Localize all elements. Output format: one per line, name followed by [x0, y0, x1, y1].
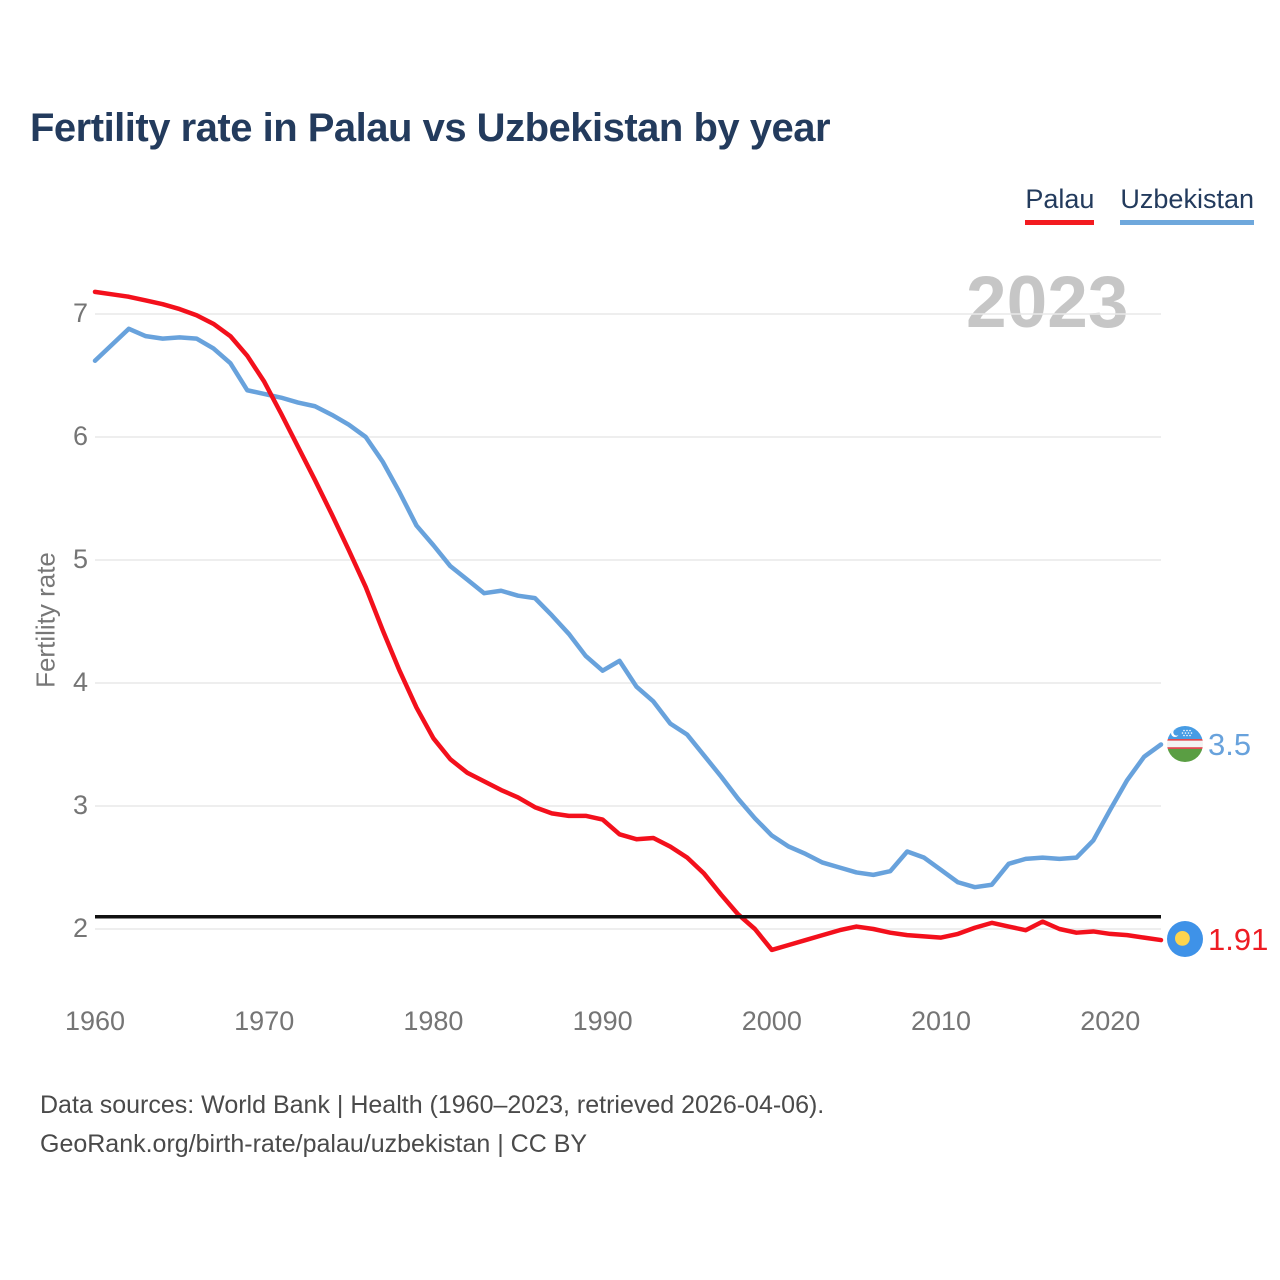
x-tick-1970: 1970 — [234, 1006, 295, 1036]
y-tick-4: 4 — [72, 667, 88, 697]
series-line-uzbekistan — [92, 326, 1164, 890]
palau-end-value: 1.91 — [1208, 922, 1269, 957]
y-tick-7: 7 — [72, 298, 88, 328]
legend: Palau Uzbekistan — [1025, 184, 1254, 225]
palau-flag-icon — [1167, 921, 1203, 957]
x-tick-2000: 2000 — [741, 1006, 802, 1036]
footer-sources-line: Data sources: World Bank | Health (1960–… — [40, 1091, 825, 1119]
footer-attribution-line: GeoRank.org/birth-rate/palau/uzbekistan … — [40, 1130, 588, 1158]
footer: Data sources: World Bank | Health (1960–… — [40, 1086, 824, 1164]
legend-item-uzbekistan[interactable]: Uzbekistan — [1120, 184, 1254, 225]
x-tick-1960: 1960 — [64, 1006, 126, 1036]
x-tick-1990: 1990 — [572, 1006, 633, 1036]
year-watermark: 2023 — [966, 262, 1129, 343]
series-line-palau — [92, 289, 1164, 953]
uzbekistan-flag-icon — [1167, 726, 1203, 762]
page-title: Fertility rate in Palau vs Uzbekistan by… — [30, 106, 831, 150]
x-tick-1980: 1980 — [403, 1006, 464, 1036]
y-tick-6: 6 — [72, 421, 88, 451]
x-tick-2010: 2010 — [910, 1006, 972, 1036]
y-tick-3: 3 — [72, 790, 88, 820]
x-tick-2020: 2020 — [1080, 1006, 1141, 1036]
legend-item-palau[interactable]: Palau — [1025, 184, 1095, 225]
y-tick-2: 2 — [72, 913, 88, 943]
y-tick-5: 5 — [72, 544, 88, 574]
uzbekistan-end-value: 3.5 — [1208, 727, 1252, 762]
